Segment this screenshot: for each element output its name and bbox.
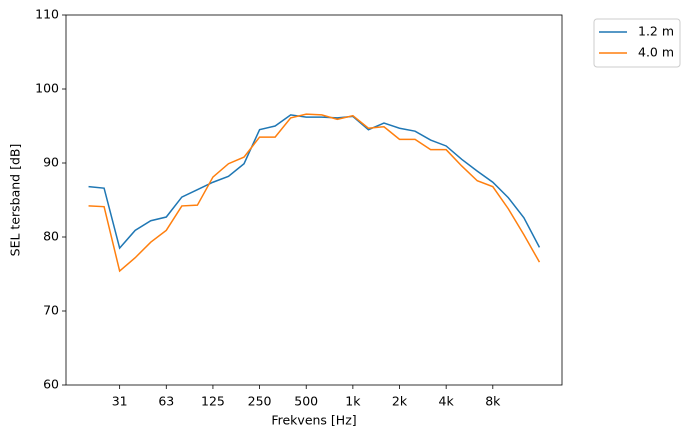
y-tick-label: 70 [43, 303, 59, 318]
y-tick-label: 100 [35, 81, 59, 96]
plot-frame [65, 14, 563, 386]
line-series [88, 113, 541, 273]
x-tick-label: 8k [485, 394, 501, 409]
y-tick-label: 60 [43, 377, 59, 392]
legend-box [593, 18, 681, 68]
x-tick-label: 2k [392, 394, 408, 409]
y-tick-label: 110 [35, 7, 59, 22]
legend-label: 1.2 m [638, 24, 674, 39]
line-series [88, 114, 541, 250]
y-axis-label: SEL tersband [dB] [8, 144, 23, 257]
x-tick-label: 125 [201, 394, 225, 409]
y-tick-label: 90 [43, 155, 59, 170]
x-axis-label: Frekvens [Hz] [271, 413, 356, 428]
x-tick-label: 1k [345, 394, 361, 409]
legend-label: 4.0 m [638, 45, 674, 60]
x-tick-label: 31 [112, 394, 128, 409]
y-tick-label: 80 [43, 229, 59, 244]
x-tick-label: 4k [439, 394, 455, 409]
x-tick-label: 250 [248, 394, 272, 409]
x-tick-label: 500 [294, 394, 318, 409]
x-tick-label: 63 [158, 394, 174, 409]
